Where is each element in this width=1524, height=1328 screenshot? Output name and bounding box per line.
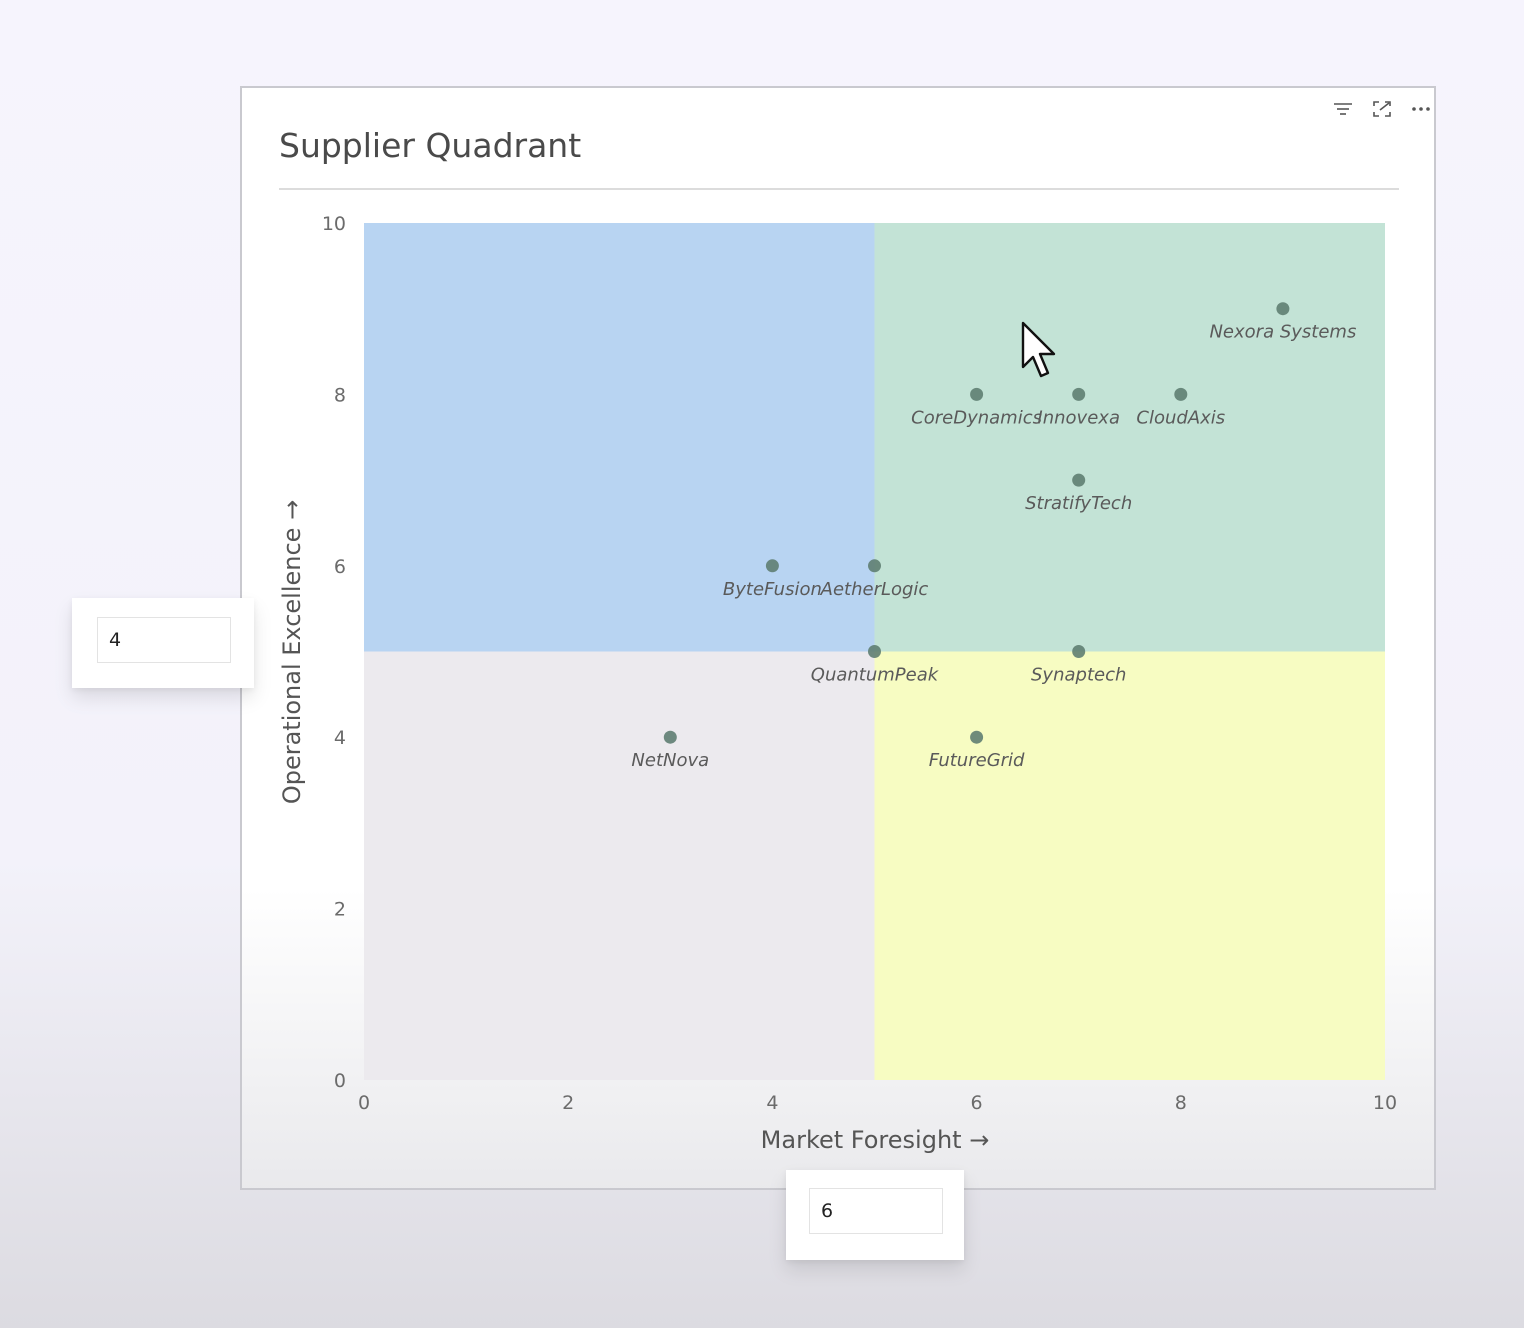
scatter-chart: 0 2 4 6 8 10 0 2 4 6 8 10 Nexora Systems CoreDynami… [278,213,1397,1154]
y-tick-label: 4 [334,727,346,749]
data-point[interactable] [765,559,779,573]
data-point-label: StratifyTech [1025,493,1132,514]
x-tick-label: 2 [562,1092,574,1114]
title-divider [279,188,1399,190]
focus-mode-icon[interactable] [1370,98,1394,120]
y-tick-label: 2 [334,899,346,921]
data-point[interactable] [868,645,881,658]
y-tick-label: 0 [334,1070,346,1092]
data-point[interactable] [1276,302,1290,316]
data-point[interactable] [970,730,984,744]
x-threshold-popup [786,1170,964,1260]
chart-card: Supplier Quadrant 0 2 4 6 8 10 0 2 4 6 8 10 Nexora… [240,86,1436,1190]
data-point-label: Innovexa [1037,407,1120,428]
data-point-label: ByteFusion [723,579,822,600]
y-axis-title: Operational Excellence → [278,500,306,804]
filter-icon[interactable] [1331,98,1355,120]
y-tick-label: 6 [334,556,346,578]
y-tick-label: 8 [334,384,346,406]
data-point-label: FutureGrid [929,750,1025,771]
data-point[interactable] [663,730,677,744]
quadrant-bottom-right [874,651,1385,1080]
x-axis-title: Market Foresight → [761,1126,990,1154]
more-options-icon[interactable] [1409,98,1433,120]
data-point[interactable] [868,559,881,573]
x-tick-label: 4 [766,1092,778,1114]
x-threshold-input[interactable] [809,1188,943,1234]
quadrant-top-left [364,223,875,652]
data-point-label: Nexora Systems [1209,322,1356,343]
data-point-label: QuantumPeak [811,665,940,686]
y-tick-label: 10 [322,213,346,235]
data-point-label: Synaptech [1031,665,1126,686]
data-point-label: CloudAxis [1136,407,1225,428]
y-threshold-input[interactable] [97,617,231,663]
x-tick-label: 0 [358,1092,370,1114]
data-point[interactable] [1072,387,1086,401]
data-point[interactable] [1072,645,1086,658]
data-point-label: AetherLogic [820,579,929,600]
mouse-cursor-icon [1020,320,1062,382]
data-point[interactable] [1072,473,1086,487]
y-threshold-popup [72,598,254,688]
data-point-label: CoreDynamics [911,407,1042,428]
data-point[interactable] [970,387,984,401]
x-tick-label: 6 [971,1092,983,1114]
quadrant-top-right [874,223,1385,652]
data-point[interactable] [1174,387,1188,401]
x-tick-label: 8 [1175,1092,1187,1114]
data-point-label: NetNova [631,750,709,771]
x-tick-label: 10 [1373,1092,1397,1114]
chart-title: Supplier Quadrant [279,126,582,165]
quadrant-bottom-left [364,651,875,1080]
